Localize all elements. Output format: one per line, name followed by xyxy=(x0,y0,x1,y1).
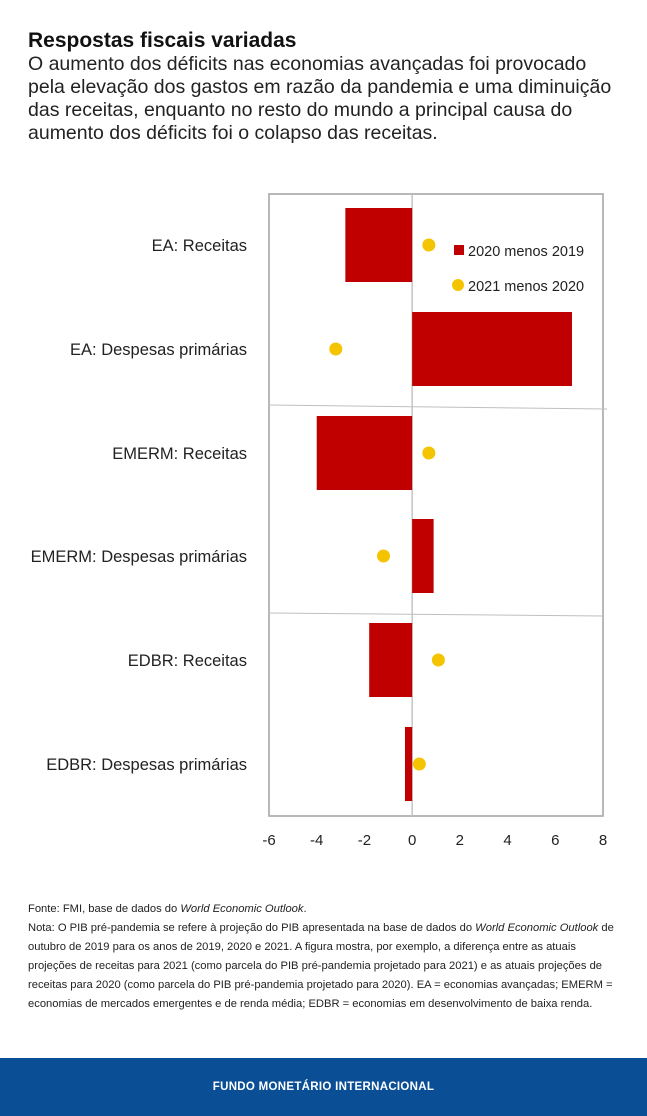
dot-point xyxy=(412,757,426,771)
source-suffix: . xyxy=(303,903,307,915)
note-italic: World Economic Outlook xyxy=(475,922,599,934)
dot-point xyxy=(431,653,445,667)
bar xyxy=(412,519,434,593)
chart-title: Respostas fiscais variadas xyxy=(28,29,297,52)
dot-point xyxy=(329,342,343,356)
dot-point xyxy=(422,238,436,252)
bar-chart: EA: Receitas EA: Despesas primárias EMERM:… xyxy=(31,193,608,849)
source-italic: World Economic Outlook xyxy=(180,903,304,915)
group-separator xyxy=(268,404,608,410)
legend-swatch-bar xyxy=(454,245,464,255)
bar xyxy=(316,416,413,490)
x-tick-label: 2 xyxy=(456,832,464,849)
legend-label: 2020 menos 2019 xyxy=(468,244,584,260)
dot-point xyxy=(422,446,436,460)
plot-frame xyxy=(268,193,604,817)
x-tick-label: -6 xyxy=(262,832,275,849)
category-label: EDBR: Receitas xyxy=(128,652,247,670)
legend-label: 2021 menos 2020 xyxy=(468,279,584,295)
footer-banner: FUNDO MONETÁRIO INTERNACIONAL xyxy=(0,1058,647,1116)
note-text: Nota: O PIB pré-pandemia se refere à pro… xyxy=(28,919,618,1014)
dot-point xyxy=(377,549,391,563)
note-prefix: Nota: O PIB pré-pandemia se refere à pro… xyxy=(28,922,476,934)
bar xyxy=(345,208,413,282)
x-tick-label: -4 xyxy=(310,832,323,849)
footer-organization: FUNDO MONETÁRIO INTERNACIONAL xyxy=(212,1081,435,1093)
category-label: EA: Receitas xyxy=(152,237,247,255)
x-tick-label: 8 xyxy=(599,832,607,849)
category-label: EDBR: Despesas primárias xyxy=(46,756,247,774)
x-tick-label: -2 xyxy=(358,832,371,849)
legend-swatch-dot xyxy=(452,279,464,291)
bar xyxy=(412,312,572,386)
category-label: EA: Despesas primárias xyxy=(70,341,247,359)
category-label: EMERM: Despesas primárias xyxy=(31,548,247,566)
group-separator xyxy=(268,612,604,617)
bar xyxy=(369,623,413,697)
x-tick-label: 0 xyxy=(408,832,416,849)
x-tick-label: 6 xyxy=(551,832,559,849)
source-prefix: Fonte: FMI, base de dados do xyxy=(28,903,181,915)
note-suffix: de outubro de 2019 para os anos de 2019,… xyxy=(28,922,614,1010)
source-notes: Fonte: FMI, base de dados do World Econo… xyxy=(28,900,618,1014)
source-line: Fonte: FMI, base de dados do World Econo… xyxy=(28,900,618,919)
bar xyxy=(404,727,413,801)
category-label: EMERM: Receitas xyxy=(112,445,247,463)
x-tick-label: 4 xyxy=(503,832,511,849)
chart-subtitle: O aumento dos déficits nas economias ava… xyxy=(28,53,612,144)
